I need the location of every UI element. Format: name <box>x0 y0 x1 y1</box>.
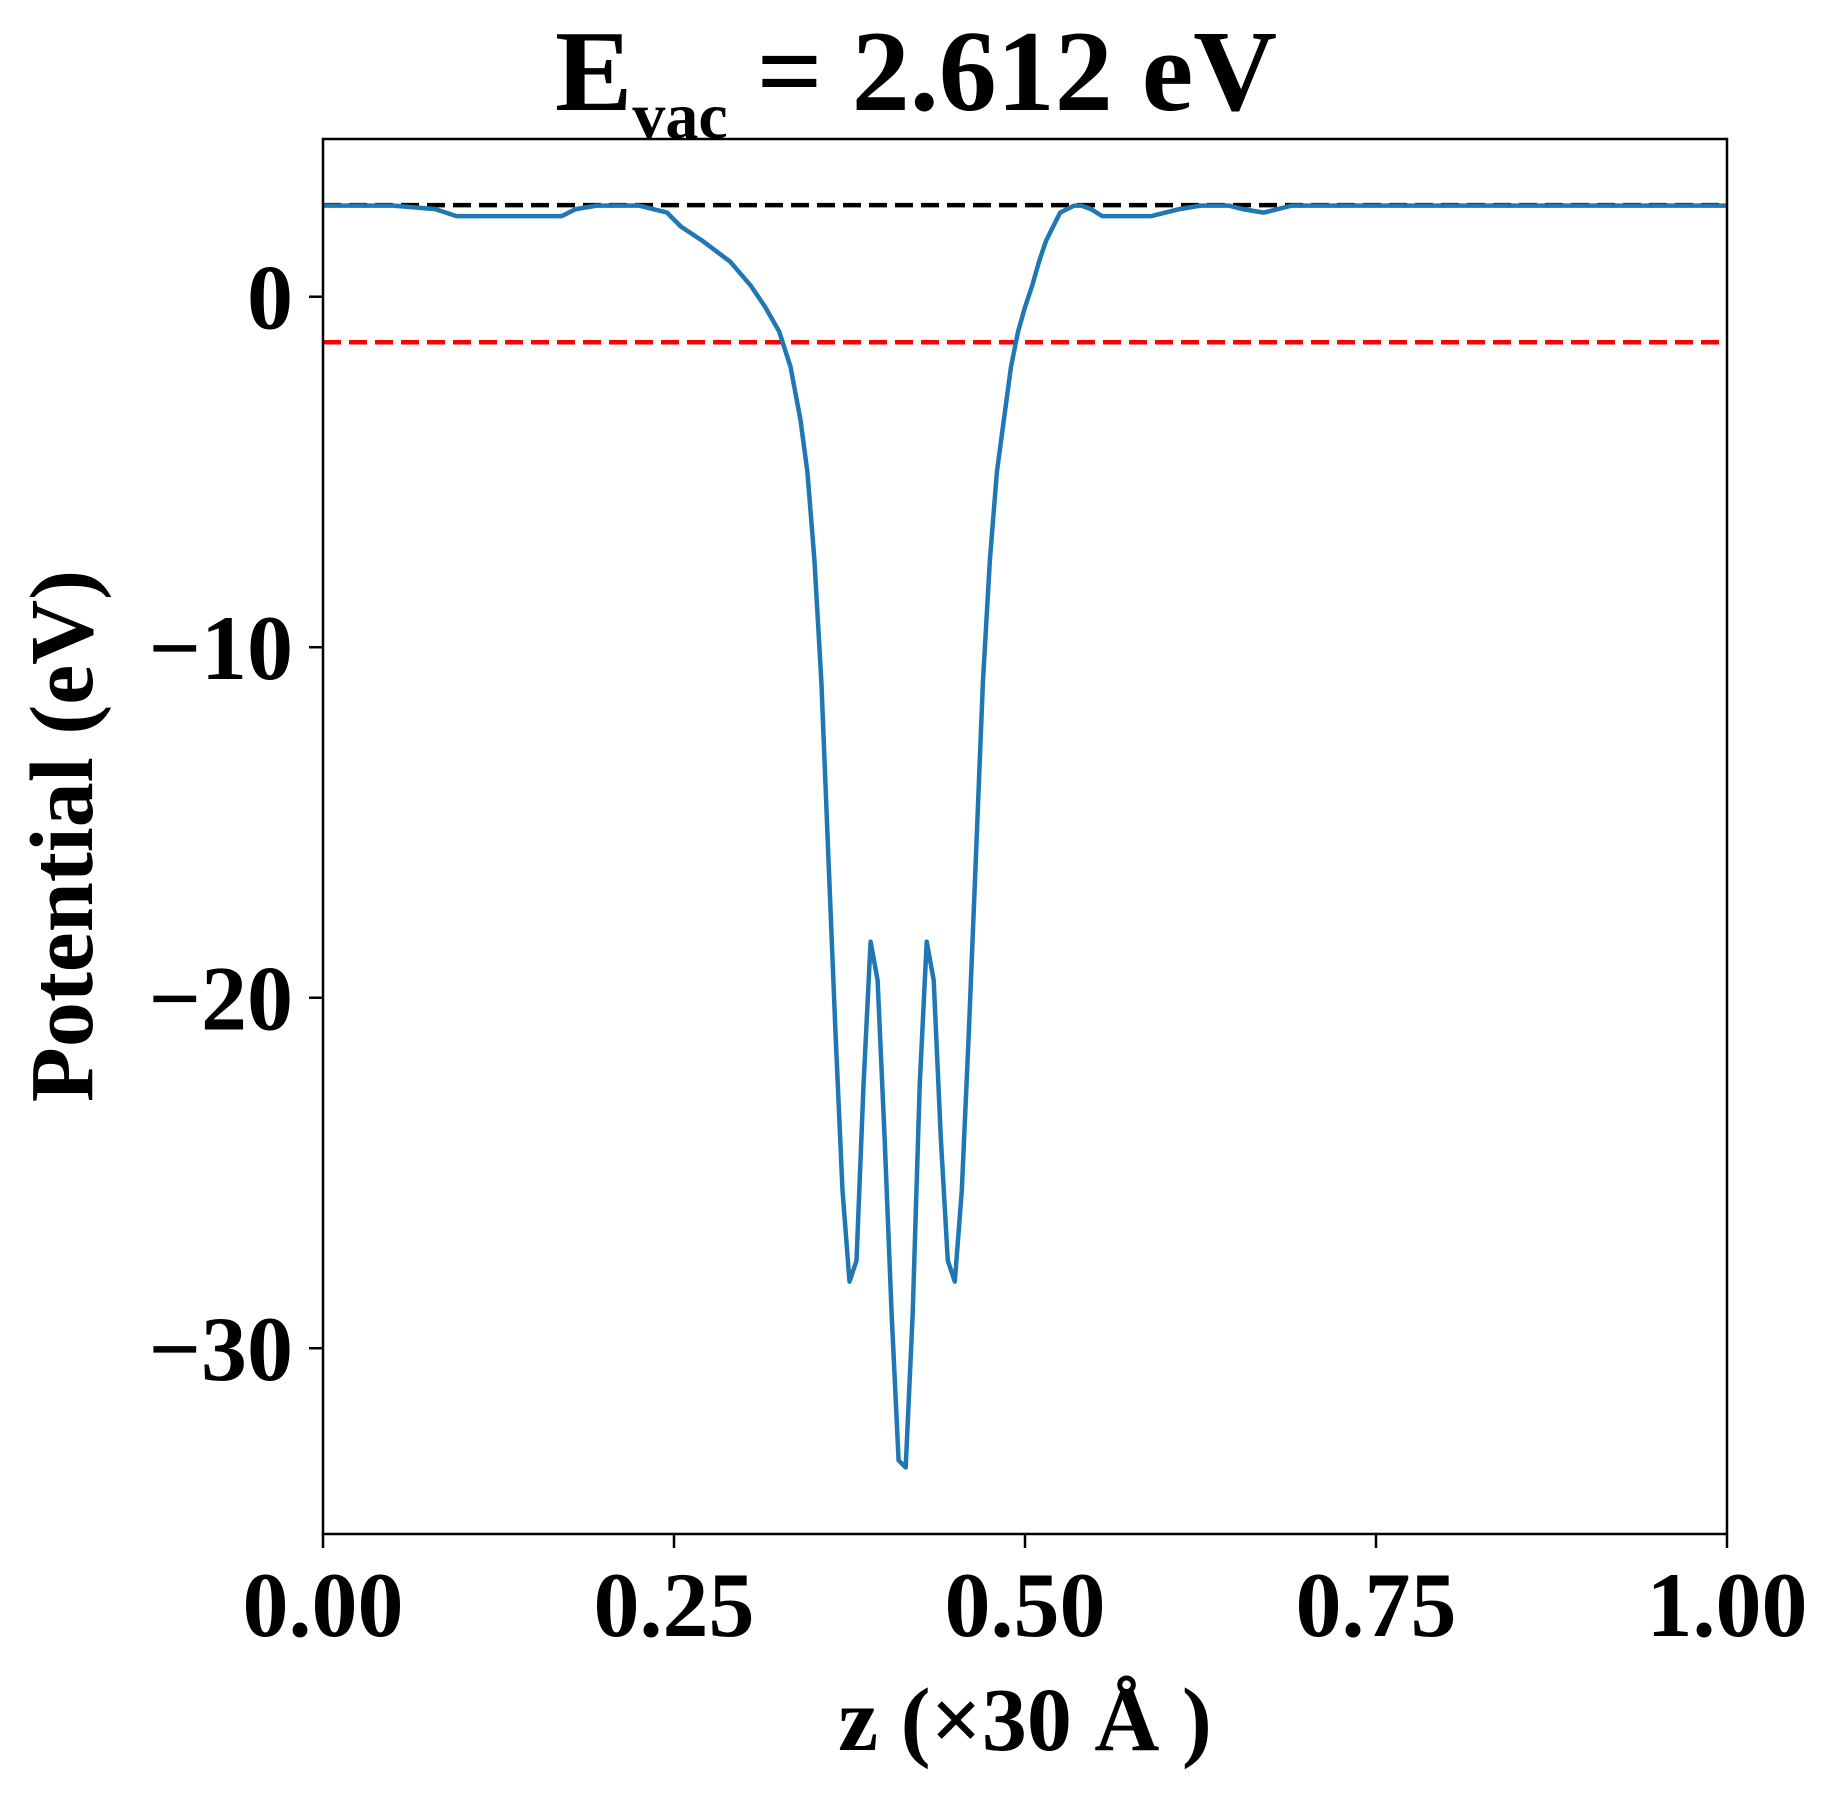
y-axis-ticks: 0 −10 −20 −30 <box>149 247 323 1400</box>
x-tick-label-4: 1.00 <box>1647 1554 1808 1656</box>
plot-frame <box>321 137 1729 1536</box>
reference-lines <box>323 202 1727 345</box>
title-main: E <box>555 8 632 136</box>
y-tick-label-2: −20 <box>149 948 293 1050</box>
title-rest: = 2.612 eV <box>728 8 1277 136</box>
y-tick-label-3: −30 <box>149 1298 293 1400</box>
x-axis-label: z (×30 Å ) <box>838 1671 1212 1770</box>
x-tick-label-3: 0.75 <box>1296 1554 1457 1656</box>
x-tick-label-2: 0.50 <box>945 1554 1106 1656</box>
chart-title: Evac = 2.612 eV <box>555 8 1277 153</box>
y-axis-label: Potential (eV) <box>13 570 112 1102</box>
y-tick-label-0: 0 <box>247 247 293 349</box>
x-tick-label-1: 0.25 <box>594 1554 755 1656</box>
series-group <box>323 203 1727 1470</box>
x-axis-ticks: 0.00 0.25 0.50 0.75 1.00 <box>243 1534 1808 1656</box>
y-tick-label-1: −10 <box>149 597 293 699</box>
title-subscript: vac <box>632 80 727 153</box>
x-tick-label-0: 0.00 <box>243 1554 404 1656</box>
series-line-0 <box>323 203 1727 1470</box>
